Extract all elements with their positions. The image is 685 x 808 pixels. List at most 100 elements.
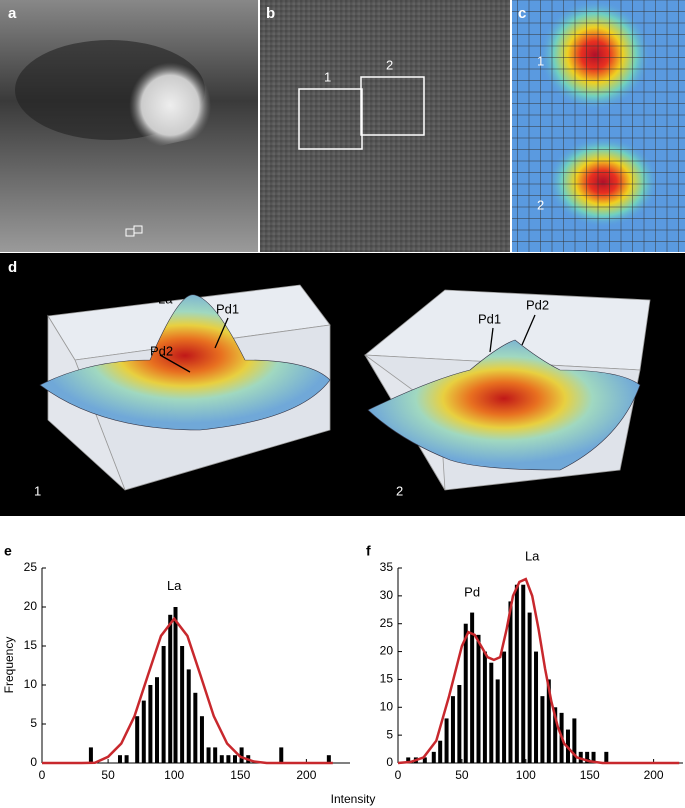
x-tick-label: 0: [39, 768, 46, 782]
pixel-grid: [512, 0, 685, 252]
bar: [457, 685, 462, 763]
bar: [482, 651, 487, 763]
bar: [117, 755, 122, 763]
bar: [180, 646, 185, 763]
bar: [422, 757, 427, 763]
bar: [161, 646, 166, 763]
box-label: 2: [386, 57, 393, 72]
y-tick-label: 10: [24, 677, 38, 691]
y-tick-label: 0: [30, 755, 37, 769]
bar: [476, 634, 481, 763]
bar: [521, 584, 526, 763]
annotation: La: [525, 548, 540, 563]
y-axis-label: Frequency: [2, 637, 16, 694]
bar: [232, 755, 237, 763]
surface: [39, 294, 331, 431]
panel-letter: a: [8, 5, 17, 22]
panel-letter: c: [518, 5, 526, 22]
x-tick-label: 150: [230, 768, 250, 782]
x-tick-label: 100: [516, 768, 536, 782]
spot-label: 1: [537, 53, 544, 68]
roi-box: [298, 88, 363, 150]
bar: [553, 707, 558, 763]
y-tick-label: 0: [386, 755, 393, 769]
annotation: Pd: [464, 585, 480, 600]
bar: [186, 669, 191, 763]
bar: [213, 747, 218, 763]
bar: [406, 757, 411, 763]
bar: [155, 677, 160, 763]
y-tick-label: 10: [380, 699, 394, 713]
bar: [148, 685, 153, 763]
y-tick-label: 35: [380, 560, 394, 574]
peak-label: Pd2: [150, 343, 173, 358]
bar: [279, 747, 284, 763]
panel-letter: f: [366, 543, 371, 559]
annotation: La: [167, 578, 182, 593]
bar: [450, 696, 455, 763]
plot-label: 2: [396, 483, 403, 498]
y-tick-label: 20: [24, 599, 38, 613]
bar: [540, 696, 545, 763]
y-tick-label: 5: [386, 727, 393, 741]
bar: [508, 601, 513, 763]
bar: [141, 700, 146, 763]
bar: [206, 747, 211, 763]
bar: [470, 612, 475, 763]
peak-label: La: [158, 291, 173, 306]
bar: [534, 651, 539, 763]
bar: [502, 651, 507, 763]
x-tick-label: 0: [395, 768, 402, 782]
bar: [326, 755, 331, 763]
bar: [585, 751, 590, 763]
x-axis-label: Intensity: [331, 792, 376, 806]
arrows: [159, 314, 536, 373]
y-tick-label: 15: [24, 638, 38, 652]
y-tick-label: 20: [380, 644, 394, 658]
y-tick-label: 25: [380, 616, 394, 630]
plot-label: 1: [34, 483, 41, 498]
y-tick-label: 30: [380, 588, 394, 602]
roi-box: [133, 225, 143, 234]
bar: [431, 751, 436, 763]
bar: [527, 612, 532, 763]
bar: [239, 747, 244, 763]
y-tick-label: 15: [380, 672, 394, 686]
bar: [199, 716, 204, 763]
bar: [572, 718, 577, 763]
x-tick-label: 50: [455, 768, 469, 782]
x-tick-label: 200: [296, 768, 316, 782]
bar: [591, 751, 596, 763]
bar: [438, 740, 443, 763]
roi-box: [360, 76, 425, 136]
x-tick-label: 150: [580, 768, 600, 782]
x-tick-label: 100: [164, 768, 184, 782]
bar: [546, 679, 551, 763]
x-tick-label: 50: [101, 768, 115, 782]
peak-label: Pd2: [526, 297, 549, 312]
bar: [124, 755, 129, 763]
bar: [168, 614, 173, 763]
bar: [135, 716, 140, 763]
panel-b-image: [260, 0, 510, 252]
bar: [495, 679, 500, 763]
box-label: 1: [324, 69, 331, 84]
panel-letter: d: [8, 259, 17, 276]
spot-label: 2: [537, 197, 544, 212]
bar: [604, 751, 609, 763]
surface: [367, 339, 641, 471]
fit-curve: [42, 616, 333, 765]
bar: [514, 584, 519, 763]
bar: [193, 692, 198, 763]
y-tick-label: 5: [30, 716, 37, 730]
panel-letter: b: [266, 5, 275, 22]
bar: [489, 662, 494, 763]
panel-letter: e: [4, 543, 12, 559]
x-tick-label: 200: [644, 768, 664, 782]
bar: [463, 623, 468, 763]
peak-label: Pd1: [216, 301, 239, 316]
y-tick-label: 25: [24, 560, 38, 574]
bar: [88, 747, 93, 763]
bar: [173, 607, 178, 763]
